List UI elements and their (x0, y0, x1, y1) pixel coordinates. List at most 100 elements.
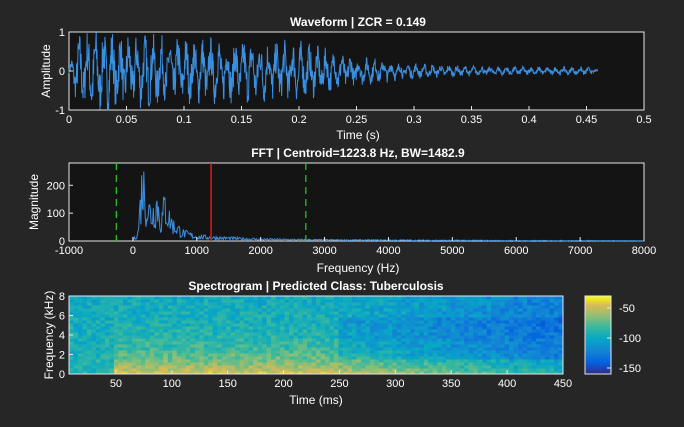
spectrogram-cell (320, 359, 326, 363)
spectrogram-cell (450, 347, 456, 351)
spectrogram-cell (239, 362, 245, 366)
spectrogram-cell (432, 317, 438, 321)
spectrogram-cell (118, 371, 124, 375)
spectrogram-cell (396, 308, 402, 312)
spectrogram-cell (324, 296, 330, 300)
spectrogram-cell (423, 323, 429, 327)
spectrogram-cell (262, 362, 268, 366)
spectrogram-cell (280, 299, 286, 303)
spectrogram-cell (378, 368, 384, 372)
spectrogram-cell (477, 311, 483, 315)
spectrogram-cell (432, 359, 438, 363)
spectrogram-cell (217, 341, 223, 345)
spectrogram-cell (73, 338, 79, 342)
spectrogram-cell (518, 347, 524, 351)
spectrogram-cell (401, 356, 407, 360)
spectrogram-cell (293, 299, 299, 303)
spectrogram-cell (212, 323, 218, 327)
spectrogram-cell (324, 335, 330, 339)
spectrogram-cell (82, 362, 88, 366)
spectrogram-cell (163, 332, 169, 336)
spectrogram-cell (221, 326, 227, 330)
spectrogram-cell (185, 365, 191, 369)
spectrogram-cell (374, 335, 380, 339)
spectrogram-cell (239, 320, 245, 324)
spectrogram-cell (383, 326, 389, 330)
spectrogram-cell (441, 332, 447, 336)
spectrogram-cell (338, 305, 344, 309)
spectrogram-cell (518, 371, 524, 375)
spectrogram-cell (82, 353, 88, 357)
spectrogram-cell (244, 350, 250, 354)
spectrogram-cell (284, 314, 290, 318)
spectrogram-cell (113, 302, 119, 306)
spectrogram-cell (154, 329, 160, 333)
spectrogram-cell (347, 356, 353, 360)
spectrogram-cell (513, 332, 519, 336)
spectrogram-cell (262, 356, 268, 360)
spectrogram-cell (127, 371, 133, 375)
spectrogram-cell (194, 305, 200, 309)
spectrogram-cell (172, 320, 178, 324)
spectrogram-cell (298, 308, 304, 312)
spectrogram-cell (464, 368, 470, 372)
spectrogram-cell (369, 359, 375, 363)
spectrogram-cell (513, 338, 519, 342)
spectrogram-cell (495, 341, 501, 345)
spectrogram-cell (262, 341, 268, 345)
spectrogram-cell (509, 308, 515, 312)
spectrogram-cell (293, 326, 299, 330)
spectrogram-cell (302, 356, 308, 360)
spectrogram-cell (374, 326, 380, 330)
spectrogram-cell (307, 299, 313, 303)
spectrogram-cell (280, 314, 286, 318)
spectrogram-cell (185, 314, 191, 318)
spectrogram-cell (149, 302, 155, 306)
spectrogram-cell (428, 371, 434, 375)
spectrogram-cell (154, 296, 160, 300)
spectrogram-cell (145, 347, 151, 351)
spectrogram-cell (82, 296, 88, 300)
spectrogram-cell (342, 353, 348, 357)
spectrogram-cell (311, 368, 317, 372)
spectrogram-cell (190, 338, 196, 342)
spectrogram-cell (163, 359, 169, 363)
spectrogram-cell (127, 338, 133, 342)
spectrogram-cell (181, 311, 187, 315)
spectrogram-cell (77, 344, 83, 348)
waveform-xtick-label: 0.4 (521, 114, 536, 126)
spectrogram-cell (113, 320, 119, 324)
spectrogram-cell (518, 359, 524, 363)
spectrogram-cell (253, 335, 259, 339)
spectrogram-cell (248, 338, 254, 342)
spectrogram-cell (320, 296, 326, 300)
spectrogram-cell (113, 362, 119, 366)
spectrogram-cell (392, 311, 398, 315)
spectrogram-cell (509, 317, 515, 321)
spectrogram-cell (387, 344, 393, 348)
spectrogram-cell (540, 353, 546, 357)
spectrogram-cell (504, 326, 510, 330)
spectrogram-cell (378, 338, 384, 342)
spectrogram-cell (369, 311, 375, 315)
spectrogram-cell (163, 365, 169, 369)
spectrogram-cell (131, 320, 137, 324)
spectrogram-cell (235, 311, 241, 315)
spectrogram-cell (329, 341, 335, 345)
spectrogram-cell (527, 317, 533, 321)
spectrogram-cell (253, 359, 259, 363)
spectrogram-cell (410, 317, 416, 321)
spectrogram-cell (459, 353, 465, 357)
spectrogram-cell (235, 326, 241, 330)
spectrogram-cell (495, 332, 501, 336)
spectrogram-cell (311, 341, 317, 345)
spectrogram-cell (95, 326, 101, 330)
spectrogram-cell (446, 314, 452, 318)
spectrogram-cell (271, 332, 277, 336)
spectrogram-cell (257, 365, 263, 369)
spectrogram-cell (262, 308, 268, 312)
spectrogram-cell (527, 335, 533, 339)
spectrogram-cell (531, 368, 537, 372)
spectrogram-cell (69, 305, 74, 309)
spectrogram-cell (387, 320, 393, 324)
